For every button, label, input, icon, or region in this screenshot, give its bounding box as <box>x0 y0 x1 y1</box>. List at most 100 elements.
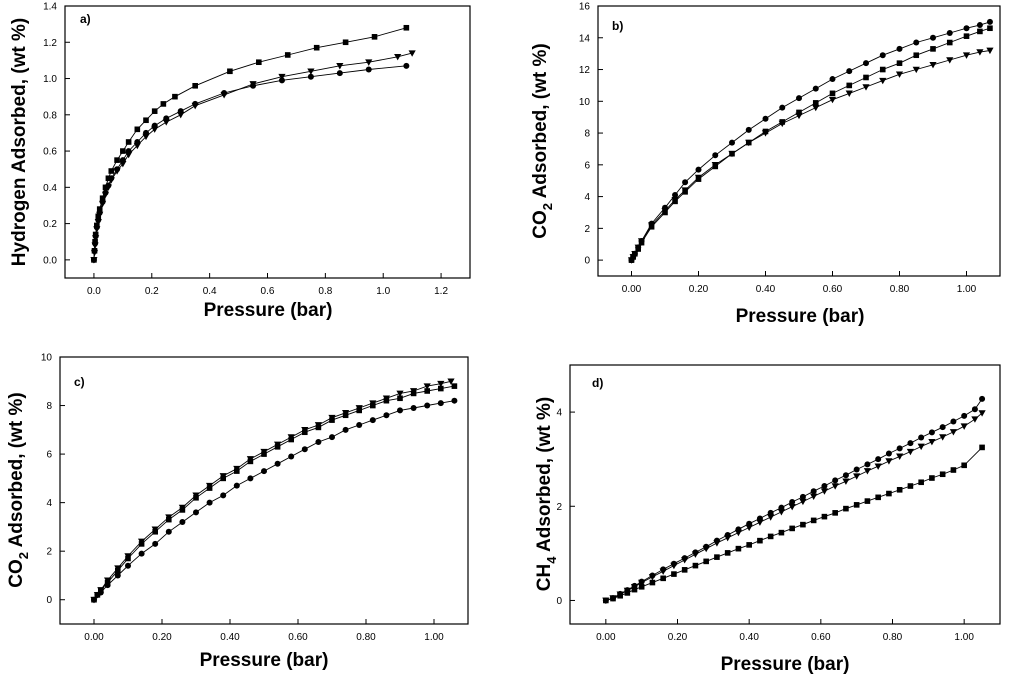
data-point-triangle <box>756 519 764 526</box>
series-circle <box>628 18 993 264</box>
data-point-circle <box>220 492 227 499</box>
data-point-square <box>179 507 186 513</box>
data-point-triangle <box>777 509 786 516</box>
data-point-square <box>896 60 903 66</box>
data-point-circle <box>93 224 100 231</box>
data-point-square <box>879 66 886 73</box>
data-point-circle <box>832 477 839 484</box>
data-point-square <box>143 117 149 124</box>
data-point-circle <box>177 108 184 115</box>
data-point-square <box>778 529 785 536</box>
data-point-square <box>800 521 806 528</box>
data-point-square <box>424 388 430 394</box>
data-point-triangle <box>928 438 936 446</box>
data-point-square <box>125 555 131 562</box>
data-point-square <box>342 39 349 46</box>
data-point-square <box>832 510 838 516</box>
x-tick-label: 1.00 <box>424 632 444 643</box>
x-tick-label: 0.00 <box>596 632 616 643</box>
data-point-square <box>152 528 158 535</box>
data-point-square <box>274 444 281 450</box>
x-tick-label: 0.80 <box>883 632 903 643</box>
data-point-triangle <box>799 498 807 506</box>
data-point-square <box>99 195 106 202</box>
data-point-square <box>829 90 836 97</box>
data-point-triangle <box>788 503 796 511</box>
y-tick-label: 0.8 <box>43 110 57 121</box>
data-point-triangle <box>177 112 185 119</box>
data-point-square <box>746 542 752 548</box>
data-point-circle <box>863 60 869 67</box>
data-point-triangle <box>307 68 315 75</box>
x-tick-label: 0.8 <box>318 286 332 297</box>
data-point-triangle <box>810 493 818 500</box>
data-point-square <box>356 407 362 414</box>
x-tick-label: 0.80 <box>356 632 376 643</box>
data-point-square <box>108 168 115 174</box>
data-point-circle <box>896 45 903 52</box>
data-point-square <box>193 494 199 501</box>
data-point-triangle <box>761 130 770 137</box>
data-point-square <box>886 490 892 497</box>
data-point-square <box>950 467 957 473</box>
x-tick-label: 0.40 <box>756 284 776 295</box>
y-tick-label: 0.0 <box>43 255 57 266</box>
x-tick-label: 0.00 <box>622 284 642 295</box>
data-point-square <box>660 575 666 582</box>
data-point-circle <box>288 453 295 460</box>
x-tick-label: 0.0 <box>87 286 101 297</box>
data-point-square <box>206 485 213 491</box>
data-point-triangle <box>670 562 678 570</box>
data-point-square <box>160 101 167 107</box>
data-point-square <box>125 139 132 145</box>
data-point-circle <box>92 233 99 240</box>
data-point-circle <box>108 175 115 182</box>
y-tick-label: 2 <box>46 547 52 558</box>
y-tick-label: 12 <box>579 65 591 76</box>
data-point-triangle <box>960 423 968 430</box>
x-tick-label: 1.0 <box>376 286 390 297</box>
y-tick-label: 10 <box>41 353 53 364</box>
data-point-circle <box>99 198 106 205</box>
series-triangle-down <box>627 47 994 264</box>
data-point-triangle <box>681 557 689 564</box>
data-point-triangle <box>648 222 656 229</box>
data-point-triangle <box>946 57 954 64</box>
data-point-triangle <box>631 250 639 258</box>
data-point-square <box>692 562 699 569</box>
y-tick-label: 8 <box>584 129 590 140</box>
plot-frame <box>569 364 1001 625</box>
data-point-circle <box>192 100 199 107</box>
series-line <box>631 21 991 261</box>
data-point-square <box>907 483 914 489</box>
data-point-triangle <box>691 551 700 558</box>
data-point-circle <box>745 126 752 133</box>
data-point-triangle <box>896 453 904 460</box>
data-point-circle <box>971 406 978 413</box>
chart-panel-d: 0.00 0.20 0.40 0.60 0.80 1.00 0 2 4 d) Pressure (b… <box>534 364 1001 675</box>
data-point-triangle <box>447 378 455 385</box>
data-point-circle <box>961 412 968 419</box>
y-tick-label: 14 <box>579 33 591 44</box>
y-tick-label: 8 <box>46 401 52 412</box>
data-point-circle <box>762 115 769 122</box>
data-point-triangle <box>711 162 719 169</box>
y-tick-label: 4 <box>556 408 562 419</box>
data-point-circle <box>410 404 417 411</box>
data-point-circle <box>979 395 986 402</box>
data-point-square <box>896 486 903 493</box>
data-point-square <box>977 28 983 35</box>
data-point-square <box>681 567 688 573</box>
data-point-square <box>172 93 178 100</box>
data-point-circle <box>796 95 802 102</box>
data-point-circle <box>91 247 98 254</box>
data-point-triangle <box>879 77 887 85</box>
y-tick-label: 4 <box>46 498 52 509</box>
data-point-triangle <box>831 483 839 490</box>
data-point-square <box>151 108 158 114</box>
x-tick-label: 0.2 <box>145 286 159 297</box>
data-point-square <box>961 462 967 469</box>
data-point-circle <box>672 192 679 198</box>
data-point-circle <box>976 22 983 29</box>
data-point-square <box>946 39 953 46</box>
